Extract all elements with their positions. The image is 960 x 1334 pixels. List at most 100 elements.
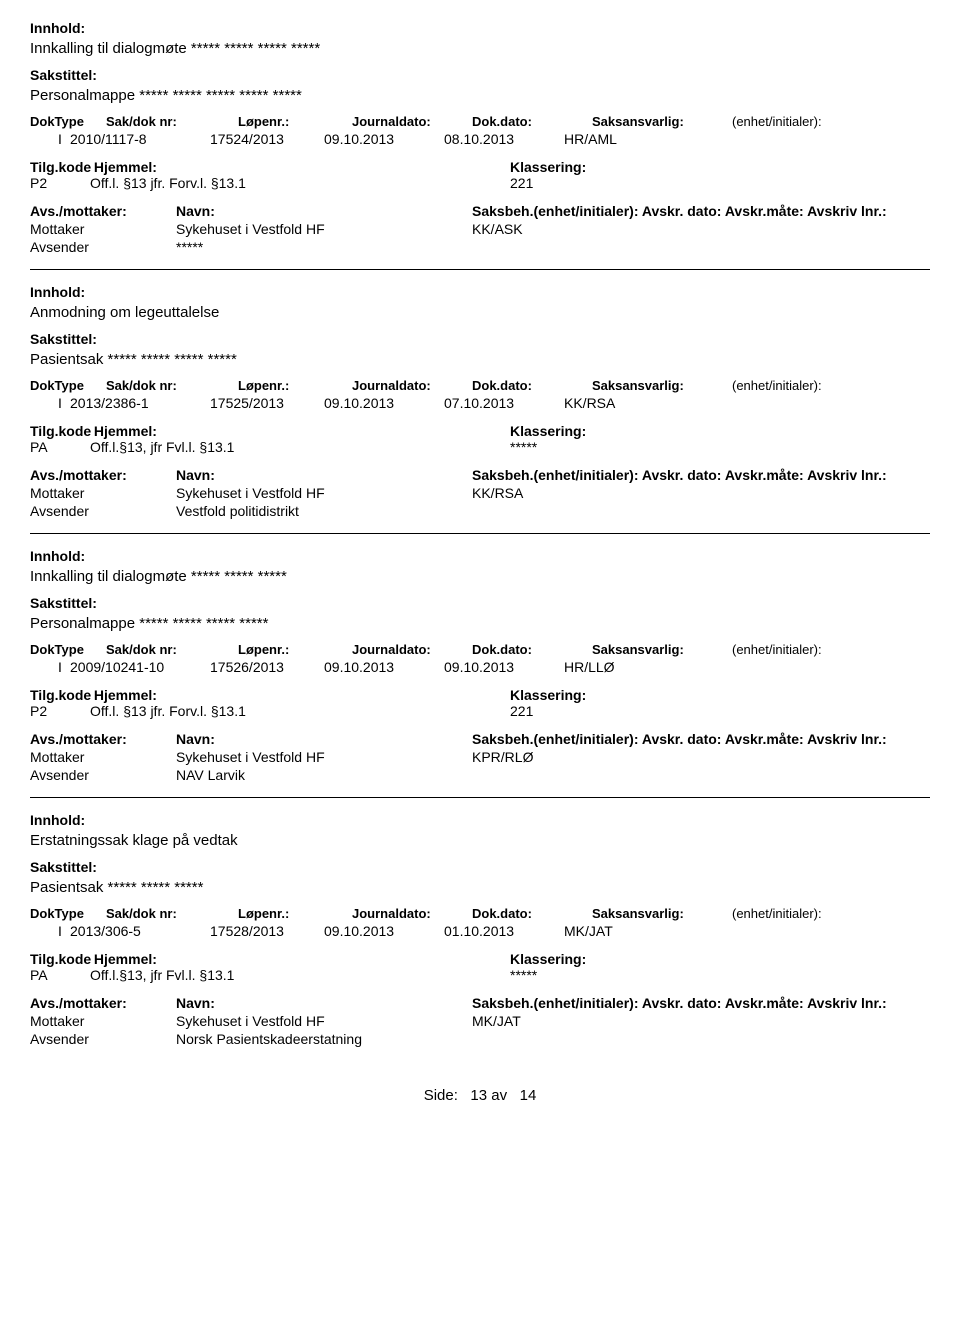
- dokdato-value: 01.10.2013: [444, 923, 564, 939]
- meta-header-row: DokTypeSak/dok nr:Løpenr.:Journaldato:Do…: [30, 114, 930, 129]
- mottaker-row: MottakerSykehuset i Vestfold HFKK/RSA: [30, 485, 930, 501]
- doktype-value: I: [30, 395, 70, 411]
- saksbeh-value: KK/ASK: [472, 221, 930, 237]
- avsmottaker-header: Avs./mottaker:: [30, 203, 176, 219]
- journaldato-header: Journaldato:: [352, 906, 472, 921]
- mottaker-label: Mottaker: [30, 221, 176, 237]
- sakstittel-value: Personalmappe ***** ***** ***** *****: [30, 615, 930, 632]
- klassering-value: 221: [510, 703, 930, 719]
- meta-value-row: I2009/10241-1017526/201309.10.201309.10.…: [30, 659, 930, 675]
- journaldato-header: Journaldato:: [352, 642, 472, 657]
- lopenr-header: Løpenr.:: [238, 642, 352, 657]
- mottaker-label: Mottaker: [30, 749, 176, 765]
- hjemmel-header: Hjemmel:: [94, 687, 157, 703]
- klassering-header: Klassering:: [510, 687, 930, 703]
- hjemmel-value: Off.l. §13 jfr. Forv.l. §13.1: [90, 703, 246, 719]
- journaldato-value: 09.10.2013: [324, 923, 444, 939]
- doktype-value: I: [30, 131, 70, 147]
- journaldato-header: Journaldato:: [352, 378, 472, 393]
- hjemmel-header-row: Tilg.kode Hjemmel:Klassering:: [30, 951, 930, 967]
- footer-av-label: av: [491, 1087, 507, 1104]
- records-container: Innhold: Innkalling til dialogmøte ***** …: [30, 20, 930, 1047]
- avsender-navn: Norsk Pasientskadeerstatning: [176, 1031, 472, 1047]
- mottaker-row: MottakerSykehuset i Vestfold HFMK/JAT: [30, 1013, 930, 1029]
- doktype-value: I: [30, 923, 70, 939]
- tilgkode-value: PA: [30, 967, 90, 983]
- navn-header: Navn:: [176, 995, 472, 1011]
- hjemmel-value: Off.l.§13, jfr Fvl.l. §13.1: [90, 439, 234, 455]
- lopenr-value: 17524/2013: [210, 131, 324, 147]
- mottaker-label: Mottaker: [30, 485, 176, 501]
- navn-header: Navn:: [176, 731, 472, 747]
- tilgkode-header: Tilg.kode: [30, 951, 90, 967]
- klassering-value: 221: [510, 175, 930, 191]
- avsmottaker-header-row: Avs./mottaker:Navn:Saksbeh.(enhet/initia…: [30, 203, 930, 219]
- dokdato-header: Dok.dato:: [472, 378, 592, 393]
- avsender-label: Avsender: [30, 1031, 176, 1047]
- sakstittel-label: Sakstittel:: [30, 331, 930, 347]
- sakdok-header: Sak/dok nr:: [106, 114, 238, 129]
- mottaker-row: MottakerSykehuset i Vestfold HFKK/ASK: [30, 221, 930, 237]
- journal-record: Innhold: Erstatningssak klage på vedtak Sa…: [30, 812, 930, 1047]
- saksbeh-header: Saksbeh.(enhet/initialer): Avskr. dato: …: [472, 203, 930, 219]
- avsender-row: AvsenderNAV Larvik: [30, 767, 930, 783]
- saksbeh-value: KPR/RLØ: [472, 749, 930, 765]
- saksansvarlig-value: HR/LLØ: [564, 659, 704, 675]
- klassering-header: Klassering:: [510, 951, 930, 967]
- footer-total-pages: 14: [520, 1087, 537, 1104]
- dokdato-header: Dok.dato:: [472, 906, 592, 921]
- klassering-value: *****: [510, 439, 930, 455]
- footer-side-label: Side:: [424, 1087, 458, 1104]
- mottaker-row: MottakerSykehuset i Vestfold HFKPR/RLØ: [30, 749, 930, 765]
- avsender-navn: NAV Larvik: [176, 767, 472, 783]
- saksansvarlig-header: Saksansvarlig:: [592, 642, 732, 657]
- mottaker-label: Mottaker: [30, 1013, 176, 1029]
- saksbeh-value: MK/JAT: [472, 1013, 930, 1029]
- sakdok-header: Sak/dok nr:: [106, 378, 238, 393]
- sakstittel-value: Personalmappe ***** ***** ***** ***** **…: [30, 87, 930, 104]
- dokdato-header: Dok.dato:: [472, 642, 592, 657]
- footer-current-page: 13: [470, 1087, 487, 1104]
- journaldato-value: 09.10.2013: [324, 395, 444, 411]
- avsender-label: Avsender: [30, 503, 176, 519]
- hjemmel-value-row: PAOff.l.§13, jfr Fvl.l. §13.1*****: [30, 967, 930, 983]
- page-footer: Side: 13 av 14: [30, 1087, 930, 1104]
- lopenr-header: Løpenr.:: [238, 906, 352, 921]
- avsender-label: Avsender: [30, 239, 176, 255]
- sakstittel-label: Sakstittel:: [30, 67, 930, 83]
- hjemmel-value-row: P2Off.l. §13 jfr. Forv.l. §13.1221: [30, 175, 930, 191]
- hjemmel-header-row: Tilg.kode Hjemmel:Klassering:: [30, 159, 930, 175]
- lopenr-value: 17528/2013: [210, 923, 324, 939]
- journaldato-header: Journaldato:: [352, 114, 472, 129]
- klassering-header: Klassering:: [510, 423, 930, 439]
- record-separator: [30, 797, 930, 798]
- enhet-header: (enhet/initialer):: [732, 642, 930, 657]
- innhold-value: Innkalling til dialogmøte ***** ***** **…: [30, 568, 930, 585]
- innhold-value: Innkalling til dialogmøte ***** ***** **…: [30, 40, 930, 57]
- doktype-header: DokType: [30, 906, 106, 921]
- lopenr-header: Løpenr.:: [238, 114, 352, 129]
- avsender-navn: *****: [176, 239, 472, 255]
- doktype-header: DokType: [30, 114, 106, 129]
- saksansvarlig-value: MK/JAT: [564, 923, 704, 939]
- sakstittel-value: Pasientsak ***** ***** *****: [30, 879, 930, 896]
- tilgkode-value: P2: [30, 175, 90, 191]
- sakdok-value: 2009/10241-10: [70, 659, 210, 675]
- innhold-value: Erstatningssak klage på vedtak: [30, 832, 930, 849]
- avsmottaker-header-row: Avs./mottaker:Navn:Saksbeh.(enhet/initia…: [30, 467, 930, 483]
- hjemmel-value-row: P2Off.l. §13 jfr. Forv.l. §13.1 221: [30, 703, 930, 719]
- avsender-label: Avsender: [30, 767, 176, 783]
- avsender-navn: Vestfold politidistrikt: [176, 503, 472, 519]
- meta-value-row: I2013/306-517528/201309.10.201301.10.201…: [30, 923, 930, 939]
- journal-record: Innhold:Anmodning om legeuttalelseSaksti…: [30, 284, 930, 519]
- saksansvarlig-header: Saksansvarlig:: [592, 906, 732, 921]
- navn-header: Navn:: [176, 467, 472, 483]
- sakdok-header: Sak/dok nr:: [106, 906, 238, 921]
- mottaker-navn: Sykehuset i Vestfold HF: [176, 221, 472, 237]
- enhet-header: (enhet/initialer):: [732, 378, 930, 393]
- tilgkode-value: P2: [30, 703, 90, 719]
- innhold-label: Innhold:: [30, 812, 930, 828]
- dokdato-value: 07.10.2013: [444, 395, 564, 411]
- dokdato-value: 09.10.2013: [444, 659, 564, 675]
- sakdok-header: Sak/dok nr:: [106, 642, 238, 657]
